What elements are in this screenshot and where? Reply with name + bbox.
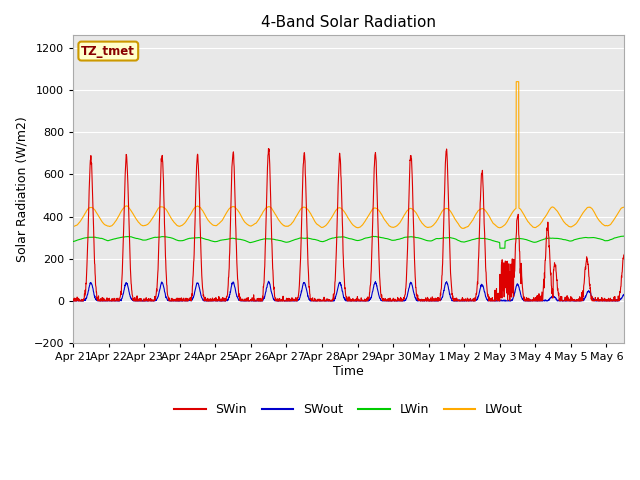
LWin bbox=[602, 238, 609, 244]
LWin bbox=[102, 237, 109, 243]
LWout bbox=[459, 226, 467, 231]
SWin bbox=[102, 298, 109, 304]
SWin bbox=[69, 298, 77, 304]
LWin bbox=[414, 235, 422, 240]
SWout bbox=[620, 291, 628, 297]
Text: TZ_tmet: TZ_tmet bbox=[81, 45, 135, 58]
Line: LWin: LWin bbox=[73, 236, 624, 248]
LWout bbox=[102, 222, 109, 228]
LWin bbox=[620, 233, 628, 239]
LWin bbox=[496, 245, 504, 251]
SWin bbox=[536, 295, 543, 300]
LWout bbox=[602, 223, 609, 228]
SWout bbox=[431, 298, 439, 304]
SWin bbox=[602, 297, 609, 302]
SWout bbox=[415, 298, 422, 304]
LWout bbox=[536, 221, 544, 227]
SWout bbox=[69, 298, 77, 304]
Y-axis label: Solar Radiation (W/m2): Solar Radiation (W/m2) bbox=[15, 116, 28, 262]
Line: SWin: SWin bbox=[73, 149, 624, 301]
Title: 4-Band Solar Radiation: 4-Band Solar Radiation bbox=[261, 15, 436, 30]
SWout bbox=[602, 298, 609, 303]
SWin bbox=[620, 252, 628, 257]
Line: SWout: SWout bbox=[73, 281, 624, 301]
SWout bbox=[102, 298, 109, 304]
SWin bbox=[352, 296, 360, 302]
SWout bbox=[352, 298, 360, 304]
X-axis label: Time: Time bbox=[333, 365, 364, 378]
LWin bbox=[536, 238, 543, 244]
LWin bbox=[69, 239, 77, 244]
LWout bbox=[352, 224, 360, 230]
LWin bbox=[352, 237, 360, 243]
SWout bbox=[536, 298, 543, 304]
SWin bbox=[264, 146, 272, 152]
LWin bbox=[620, 233, 627, 239]
LWout bbox=[414, 214, 422, 219]
LWout bbox=[513, 79, 520, 84]
LWout bbox=[620, 204, 628, 210]
LWout bbox=[431, 220, 439, 226]
SWout bbox=[264, 278, 272, 284]
LWout bbox=[69, 223, 77, 229]
Legend: SWin, SWout, LWin, LWout: SWin, SWout, LWin, LWout bbox=[169, 398, 528, 421]
Line: LWout: LWout bbox=[73, 82, 624, 228]
LWin bbox=[431, 237, 439, 242]
SWin bbox=[431, 298, 439, 304]
SWin bbox=[415, 296, 422, 302]
